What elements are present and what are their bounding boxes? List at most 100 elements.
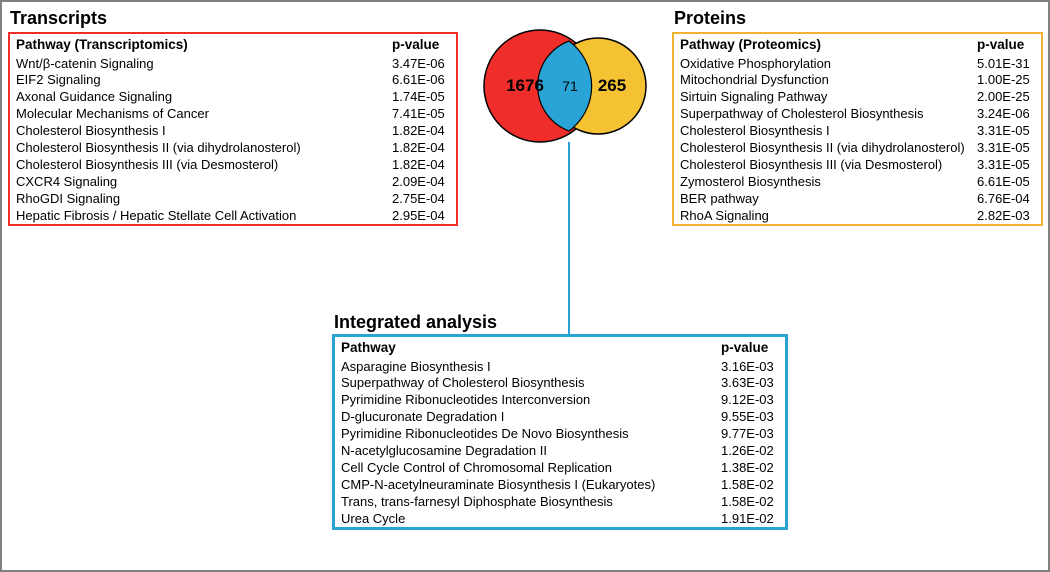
pathway-name: Cholesterol Biosynthesis I: [674, 123, 971, 140]
table-row: BER pathway6.76E-04: [674, 191, 1041, 208]
proteins-box: Pathway (Proteomics) p-value Oxidative P…: [672, 32, 1043, 226]
table-row: Hepatic Fibrosis / Hepatic Stellate Cell…: [10, 208, 456, 225]
pathway-pvalue: 9.12E-03: [715, 392, 785, 409]
table-row: Superpathway of Cholesterol Biosynthesis…: [335, 375, 785, 392]
pathway-name: Asparagine Biosynthesis I: [335, 359, 715, 376]
integrated-title: Integrated analysis: [334, 312, 497, 333]
venn-diagram: 1676 71 265: [470, 28, 660, 144]
table-row: Cholesterol Biosynthesis III (via Desmos…: [10, 157, 456, 174]
pathway-pvalue: 1.00E-25: [971, 72, 1041, 89]
pathway-pvalue: 1.82E-04: [386, 123, 456, 140]
transcripts-tbody: Wnt/β-catenin Signaling3.47E-06EIF2 Sign…: [10, 56, 456, 225]
figure-frame: Transcripts Proteins Integrated analysis…: [0, 0, 1050, 572]
pathway-pvalue: 7.41E-05: [386, 106, 456, 123]
pathway-name: Hepatic Fibrosis / Hepatic Stellate Cell…: [10, 208, 386, 225]
table-row: Urea Cycle1.91E-02: [335, 511, 785, 528]
pathway-name: Cholesterol Biosynthesis I: [10, 123, 386, 140]
table-row: Cholesterol Biosynthesis II (via dihydro…: [674, 140, 1041, 157]
table-row: Pyrimidine Ribonucleotides De Novo Biosy…: [335, 426, 785, 443]
venn-left-count: 1676: [500, 76, 550, 96]
transcripts-title: Transcripts: [10, 8, 107, 29]
pathway-pvalue: 2.09E-04: [386, 174, 456, 191]
pathway-name: Zymosterol Biosynthesis: [674, 174, 971, 191]
pathway-name: Pyrimidine Ribonucleotides De Novo Biosy…: [335, 426, 715, 443]
table-row: Trans, trans-farnesyl Diphosphate Biosyn…: [335, 494, 785, 511]
transcripts-header-pathway: Pathway (Transcriptomics): [10, 34, 386, 56]
pathway-pvalue: 6.76E-04: [971, 191, 1041, 208]
pathway-name: Cholesterol Biosynthesis II (via dihydro…: [10, 140, 386, 157]
pathway-name: Axonal Guidance Signaling: [10, 89, 386, 106]
proteins-header-pathway: Pathway (Proteomics): [674, 34, 971, 56]
table-row: Cholesterol Biosynthesis I3.31E-05: [674, 123, 1041, 140]
proteins-tbody: Oxidative Phosphorylation5.01E-31Mitocho…: [674, 56, 1041, 225]
pathway-pvalue: 1.38E-02: [715, 460, 785, 477]
integrated-header-pvalue: p-value: [715, 337, 785, 359]
pathway-name: Wnt/β-catenin Signaling: [10, 56, 386, 73]
integrated-table: Pathway p-value Asparagine Biosynthesis …: [335, 337, 785, 527]
proteins-table: Pathway (Proteomics) p-value Oxidative P…: [674, 34, 1041, 224]
venn-connector: [568, 142, 570, 334]
table-row: Sirtuin Signaling Pathway2.00E-25: [674, 89, 1041, 106]
pathway-name: Sirtuin Signaling Pathway: [674, 89, 971, 106]
pathway-name: Pyrimidine Ribonucleotides Interconversi…: [335, 392, 715, 409]
table-row: Mitochondrial Dysfunction1.00E-25: [674, 72, 1041, 89]
transcripts-table: Pathway (Transcriptomics) p-value Wnt/β-…: [10, 34, 456, 224]
pathway-name: Cholesterol Biosynthesis II (via dihydro…: [674, 140, 971, 157]
pathway-pvalue: 1.26E-02: [715, 443, 785, 460]
pathway-pvalue: 2.82E-03: [971, 208, 1041, 225]
table-row: RhoA Signaling2.82E-03: [674, 208, 1041, 225]
pathway-pvalue: 1.82E-04: [386, 140, 456, 157]
table-row: RhoGDI Signaling2.75E-04: [10, 191, 456, 208]
pathway-pvalue: 9.77E-03: [715, 426, 785, 443]
pathway-name: CMP-N-acetylneuraminate Biosynthesis I (…: [335, 477, 715, 494]
pathway-name: Cholesterol Biosynthesis III (via Desmos…: [674, 157, 971, 174]
pathway-pvalue: 3.31E-05: [971, 140, 1041, 157]
pathway-name: Cell Cycle Control of Chromosomal Replic…: [335, 460, 715, 477]
pathway-name: Superpathway of Cholesterol Biosynthesis: [674, 106, 971, 123]
pathway-name: D-glucuronate Degradation I: [335, 409, 715, 426]
table-row: N-acetylglucosamine Degradation II1.26E-…: [335, 443, 785, 460]
pathway-pvalue: 3.63E-03: [715, 375, 785, 392]
table-row: Zymosterol Biosynthesis6.61E-05: [674, 174, 1041, 191]
table-row: Molecular Mechanisms of Cancer7.41E-05: [10, 106, 456, 123]
table-row: CMP-N-acetylneuraminate Biosynthesis I (…: [335, 477, 785, 494]
transcripts-box: Pathway (Transcriptomics) p-value Wnt/β-…: [8, 32, 458, 226]
pathway-name: Mitochondrial Dysfunction: [674, 72, 971, 89]
pathway-pvalue: 9.55E-03: [715, 409, 785, 426]
venn-right-count: 265: [588, 76, 636, 96]
integrated-box: Pathway p-value Asparagine Biosynthesis …: [332, 334, 788, 530]
table-row: Oxidative Phosphorylation5.01E-31: [674, 56, 1041, 73]
pathway-name: Superpathway of Cholesterol Biosynthesis: [335, 375, 715, 392]
table-row: Cholesterol Biosynthesis II (via dihydro…: [10, 140, 456, 157]
pathway-name: EIF2 Signaling: [10, 72, 386, 89]
pathway-pvalue: 3.16E-03: [715, 359, 785, 376]
integrated-header-pathway: Pathway: [335, 337, 715, 359]
pathway-name: Molecular Mechanisms of Cancer: [10, 106, 386, 123]
table-row: Superpathway of Cholesterol Biosynthesis…: [674, 106, 1041, 123]
pathway-pvalue: 3.31E-05: [971, 123, 1041, 140]
table-row: Axonal Guidance Signaling1.74E-05: [10, 89, 456, 106]
pathway-name: Cholesterol Biosynthesis III (via Desmos…: [10, 157, 386, 174]
venn-overlap-count: 71: [558, 78, 582, 94]
pathway-pvalue: 5.01E-31: [971, 56, 1041, 73]
pathway-name: CXCR4 Signaling: [10, 174, 386, 191]
pathway-pvalue: 1.58E-02: [715, 494, 785, 511]
pathway-pvalue: 2.75E-04: [386, 191, 456, 208]
table-row: Cholesterol Biosynthesis III (via Desmos…: [674, 157, 1041, 174]
pathway-pvalue: 1.58E-02: [715, 477, 785, 494]
pathway-pvalue: 3.24E-06: [971, 106, 1041, 123]
pathway-pvalue: 1.91E-02: [715, 511, 785, 528]
table-row: CXCR4 Signaling2.09E-04: [10, 174, 456, 191]
pathway-name: BER pathway: [674, 191, 971, 208]
pathway-name: Oxidative Phosphorylation: [674, 56, 971, 73]
integrated-tbody: Asparagine Biosynthesis I3.16E-03Superpa…: [335, 359, 785, 528]
pathway-name: Urea Cycle: [335, 511, 715, 528]
pathway-pvalue: 3.47E-06: [386, 56, 456, 73]
table-row: Cholesterol Biosynthesis I1.82E-04: [10, 123, 456, 140]
pathway-pvalue: 2.00E-25: [971, 89, 1041, 106]
proteins-title: Proteins: [674, 8, 746, 29]
pathway-name: RhoGDI Signaling: [10, 191, 386, 208]
pathway-pvalue: 1.74E-05: [386, 89, 456, 106]
pathway-pvalue: 2.95E-04: [386, 208, 456, 225]
pathway-name: RhoA Signaling: [674, 208, 971, 225]
